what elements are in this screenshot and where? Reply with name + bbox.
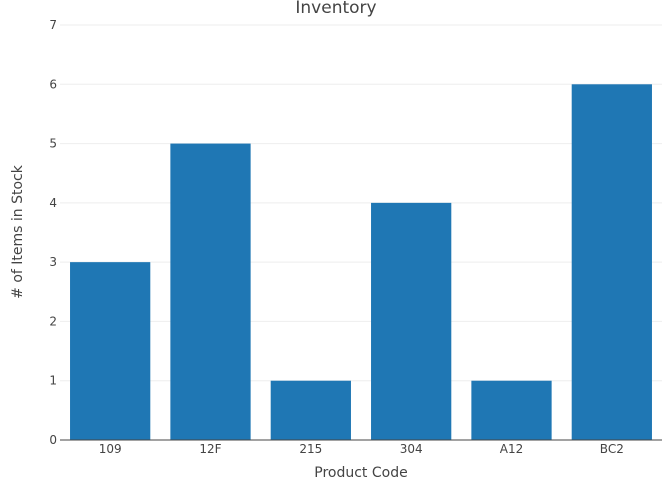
y-tick-labels: 0 1 2 3 4 5 6 7 (49, 18, 57, 447)
bar-215 (270, 380, 351, 440)
x-tick-label: A12 (500, 442, 523, 456)
y-axis-title: # of Items in Stock (10, 164, 26, 299)
x-tick-label: 12F (199, 442, 221, 456)
x-tick-label: BC2 (600, 442, 624, 456)
gridlines (60, 24, 662, 382)
y-tick-label: 3 (49, 255, 57, 269)
y-tick-label: 7 (49, 18, 57, 32)
y-tick-label: 5 (49, 137, 57, 151)
x-tick-label: 109 (99, 442, 122, 456)
bars (70, 84, 652, 441)
y-tick-label: 4 (49, 196, 57, 210)
chart-title: Inventory (295, 0, 376, 18)
bar-BC2 (571, 84, 652, 441)
bar-304 (371, 202, 452, 440)
x-tick-label: 215 (299, 442, 322, 456)
x-tick-label: 304 (400, 442, 423, 456)
y-tick-label: 1 (49, 374, 57, 388)
y-tick-label: 2 (49, 314, 57, 328)
x-axis-title: Product Code (314, 465, 407, 480)
y-tick-label: 0 (49, 433, 57, 447)
bar-12F (170, 143, 251, 441)
bar-A12 (471, 380, 552, 440)
y-tick-label: 6 (49, 77, 57, 91)
bar-109 (70, 262, 151, 440)
x-tick-labels: 109 12F 215 304 A12 BC2 (99, 442, 624, 456)
